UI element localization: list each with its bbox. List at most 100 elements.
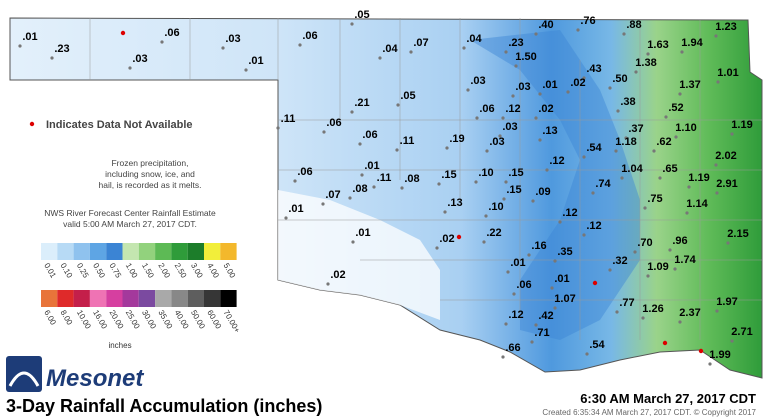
station-dot [668,248,672,252]
brand: Mesonet [46,365,144,392]
station-value: .75 [647,193,662,205]
station-dot [538,92,542,96]
station-dot [276,126,280,130]
station-value: .04 [382,43,398,55]
station-value: 1.07 [554,293,575,305]
station-dot [730,339,734,343]
station-value: 1.99 [709,349,730,361]
station-dot [664,115,668,119]
station-dot [633,250,637,254]
station-value: .74 [595,178,611,190]
logo: Mesonet [6,356,144,392]
station-dot [501,116,505,120]
station-value: .03 [470,75,485,87]
station-dot [534,116,538,120]
station-value: .07 [413,37,428,49]
station-dot [504,322,508,326]
station-value: .12 [508,309,523,321]
station-value: .43 [586,63,601,75]
station-dot [708,362,712,366]
legend-swatch [41,243,58,260]
station-dot [634,70,638,74]
legend-swatch [89,290,107,307]
legend-swatch [220,243,237,260]
station-dot [501,355,505,359]
legend-swatch [171,243,188,260]
station-value: .62 [656,136,671,148]
station-dot [530,340,534,344]
station-dot [678,92,682,96]
station-value: .71 [534,327,549,339]
station-labels: .05 .01 .23 .06 .03 .03 .01 .06 .04 .07 .04 .40 .76.… [18,9,753,366]
station-value: .70 [637,237,652,249]
missing-dot [120,30,126,36]
station-value: 1.74 [674,254,696,266]
legend-label: 1.00 [124,262,140,280]
station-dot [652,149,656,153]
wet-band [470,30,640,340]
station-value: .08 [404,173,419,185]
station-value: .06 [164,27,179,39]
station-value: .12 [562,207,577,219]
legend-label: 8.00 [59,309,75,327]
station-value: 1.23 [715,21,736,33]
legend-label: 0.50 [91,262,107,280]
station-value: .21 [354,97,369,109]
station-dot [221,46,225,50]
legend-label: 35.00 [156,309,174,331]
station-value: .06 [516,279,531,291]
station-dot [658,176,662,180]
frozen-note: Frozen precipitation,including snow, ice… [99,158,202,190]
legend-swatch [220,290,237,307]
station-value: .50 [612,73,627,85]
station-dot [244,68,248,72]
station-dot [678,320,682,324]
station-dot [50,56,54,60]
station-value: .77 [619,297,634,309]
station-dot [527,253,531,257]
station-value: 1.37 [679,79,700,91]
station-value: .13 [542,125,557,137]
station-value: .12 [549,155,564,167]
station-value: .07 [325,189,340,201]
station-dot [322,130,326,134]
missing-dot [592,280,598,286]
station-value: .32 [612,255,627,267]
station-dot [641,316,645,320]
station-value: .54 [589,339,605,351]
station-dot [445,146,449,150]
station-value: 1.19 [731,119,752,131]
station-dot [350,110,354,114]
station-dot [475,116,479,120]
station-value: 1.04 [621,163,643,175]
station-dot [538,138,542,142]
legend-label: 30.00 [140,309,158,331]
station-value: .02 [538,103,553,115]
station-value: .03 [132,53,147,65]
station-dot [358,142,362,146]
legend-swatch [171,290,188,307]
station-dot [360,173,364,177]
station-dot [511,94,515,98]
station-value: 1.18 [615,136,636,148]
station-value: .01 [542,79,557,91]
station-value: .03 [225,33,240,45]
station-dot [498,134,502,138]
station-dot [531,199,535,203]
station-dot [582,76,586,80]
station-value: .15 [508,167,523,179]
legend-label: 2.50 [173,262,189,280]
station-dot [715,191,719,195]
station-value: .35 [557,246,572,258]
station-value: 1.26 [642,303,663,315]
station-value: .01 [22,31,37,43]
station-dot [466,88,470,92]
station-dot [714,163,718,167]
station-value: .15 [506,184,521,196]
station-dot [582,155,586,159]
station-value: .08 [352,183,367,195]
legend-label: 0.75 [107,262,123,280]
station-value: .11 [400,135,415,147]
missing-dot [456,234,462,240]
legend-label: 20.00 [107,309,125,331]
